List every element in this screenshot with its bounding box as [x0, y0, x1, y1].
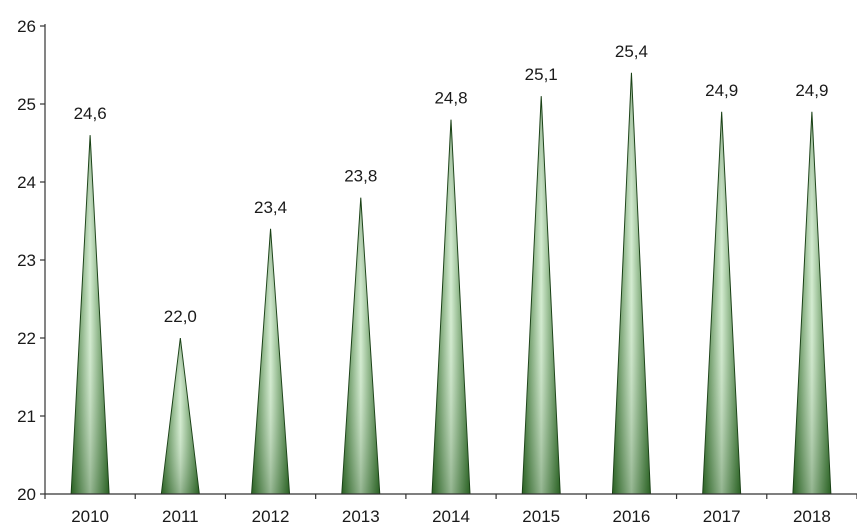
axes-group [40, 24, 857, 499]
cone-shade [432, 119, 470, 494]
cone-shade [702, 111, 741, 495]
bar-2015 [521, 96, 561, 495]
y-tick-label: 21 [17, 407, 36, 426]
bar-2012 [251, 228, 291, 495]
x-tick-label: 2012 [252, 507, 290, 526]
bar-2010 [70, 135, 110, 495]
bar-2016 [611, 72, 651, 495]
data-label: 25,1 [525, 65, 558, 84]
y-tick-label: 20 [17, 485, 36, 504]
data-label: 25,4 [615, 42, 648, 61]
cone-shade [71, 135, 110, 494]
y-tick-label: 22 [17, 329, 36, 348]
bar-2017 [702, 111, 742, 495]
data-label: 24,8 [434, 89, 467, 108]
x-tick-label: 2018 [793, 507, 831, 526]
cone-shade [522, 96, 561, 494]
labels-group: 20 21 22 23 24 25 26 24,6 2010 22,0 2011 23,4 2012 23… [17, 17, 831, 526]
cone-shade [251, 228, 290, 495]
bar-2018 [792, 111, 832, 495]
data-label: 24,6 [74, 104, 107, 123]
bar-2013 [341, 197, 381, 495]
y-tick-label: 26 [17, 17, 36, 36]
data-label: 22,0 [164, 307, 197, 326]
cone-shade [341, 197, 380, 494]
bar-2014 [431, 119, 471, 495]
y-tick-label: 25 [17, 95, 36, 114]
x-tick-label: 2013 [342, 507, 380, 526]
y-tick-label: 24 [17, 173, 36, 192]
data-label: 23,8 [344, 167, 377, 186]
x-tick-label: 2011 [162, 507, 199, 526]
x-tick-label: 2014 [432, 507, 470, 526]
cone-shade [612, 72, 651, 495]
cone-shade [161, 338, 200, 494]
data-label: 24,9 [795, 81, 828, 100]
data-label: 24,9 [705, 81, 738, 100]
bar-2011 [160, 337, 200, 495]
x-tick-label: 2010 [71, 507, 109, 526]
x-tick-label: 2015 [522, 507, 560, 526]
x-tick-label: 2017 [703, 507, 741, 526]
data-label: 23,4 [254, 198, 287, 217]
bars-group [70, 72, 832, 495]
y-tick-label: 23 [17, 251, 36, 270]
x-tick-label: 2016 [613, 507, 651, 526]
cone-shade [792, 111, 831, 495]
